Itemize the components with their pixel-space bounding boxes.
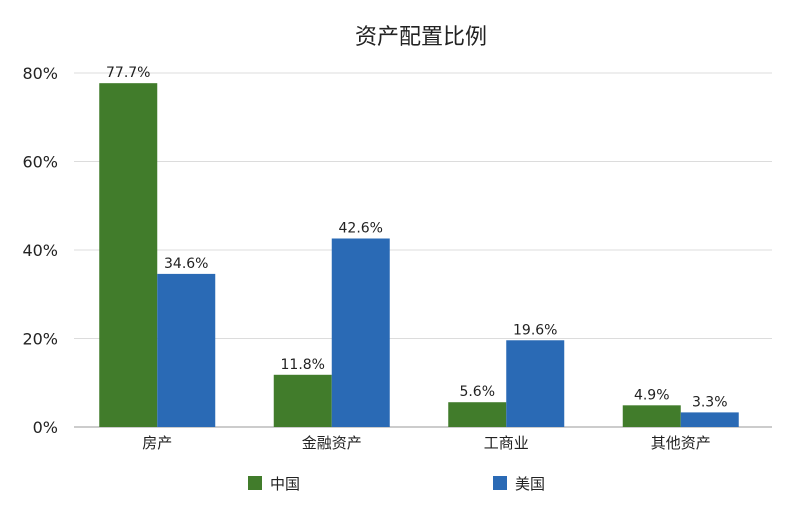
y-axis-ticks: 0% 20% 40% 60% 80% [22,64,58,437]
data-labels: 77.7% 34.6% 11.8% 42.6% 5.6% 19.6% 4.9% 3.3% [106,65,728,410]
y-tick-label: 40% [22,241,58,260]
legend: 中国 美国 [248,475,545,493]
bar-中国-其他资产 [622,405,681,427]
bar-美国-其他资产 [680,412,739,427]
bar-中国-房产 [99,83,158,428]
x-tick-label: 工商业 [484,434,529,452]
x-tick-label: 金融资产 [302,434,362,452]
x-tick-label: 房产 [142,434,172,452]
bars [99,83,739,428]
bar-中国-工商业 [448,402,507,427]
x-axis-ticks: 房产 金融资产 工商业 其他资产 [142,434,711,452]
y-tick-label: 60% [22,153,58,172]
data-label: 3.3% [692,394,728,410]
data-label: 5.6% [459,384,495,400]
data-label: 11.8% [281,357,325,373]
data-label: 42.6% [339,220,383,236]
x-tick-label: 其他资产 [651,434,711,452]
bar-美国-工商业 [506,340,565,427]
legend-swatch-中国 [248,476,262,490]
bar-美国-房产 [157,273,216,427]
legend-label: 美国 [515,475,545,493]
data-label: 77.7% [106,65,150,81]
bar-中国-金融资产 [273,374,332,427]
data-label: 19.6% [513,322,557,338]
y-tick-label: 80% [22,64,58,83]
y-tick-label: 20% [22,330,58,349]
y-tick-label: 0% [33,418,58,437]
legend-label: 中国 [270,475,300,493]
data-label: 34.6% [164,256,208,272]
chart-title: 资产配置比例 [355,25,487,50]
data-label: 4.9% [634,387,670,403]
bar-美国-金融资产 [331,238,390,427]
legend-swatch-美国 [493,476,507,490]
